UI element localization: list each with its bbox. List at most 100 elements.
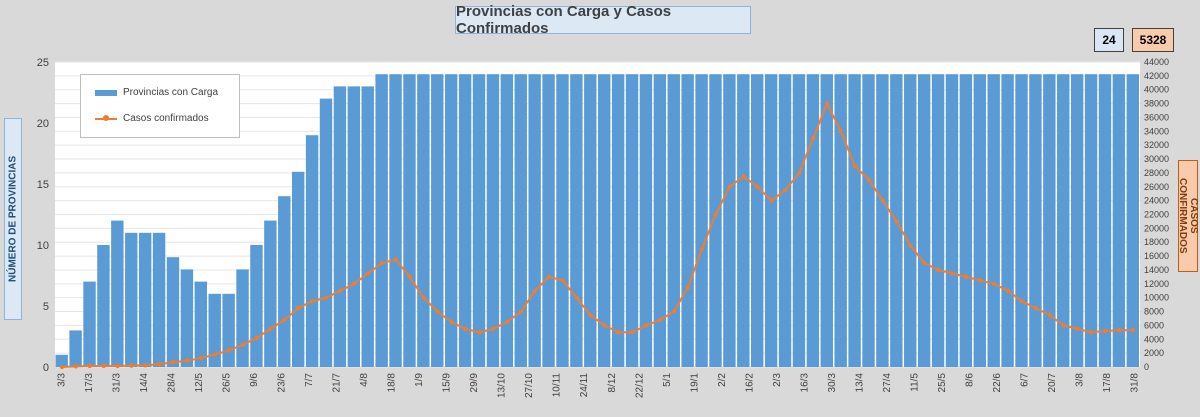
right-axis-ticks: 0 2000 4000 6000 8000 10000 12000 14000 16000 180… bbox=[1144, 57, 1169, 372]
x-tick-label: 18/8 bbox=[387, 373, 398, 393]
x-tick-label: 22/12 bbox=[634, 373, 645, 398]
x-tick-label: 2/3 bbox=[772, 373, 783, 387]
bar bbox=[792, 74, 806, 367]
cases-point bbox=[351, 281, 357, 287]
x-tick-label: 5/1 bbox=[662, 373, 673, 387]
bar bbox=[222, 293, 235, 367]
right-tick-label: 22000 bbox=[1144, 210, 1169, 220]
right-tick-label: 4000 bbox=[1144, 334, 1164, 344]
cases-point bbox=[365, 271, 371, 276]
cases-point bbox=[282, 317, 287, 323]
bar bbox=[862, 74, 875, 367]
bar bbox=[403, 74, 416, 367]
right-tick-label: 24000 bbox=[1144, 196, 1169, 206]
bar bbox=[848, 74, 861, 367]
bar bbox=[987, 74, 1000, 367]
bar bbox=[305, 135, 319, 367]
cases-point bbox=[1130, 327, 1136, 333]
bar bbox=[542, 74, 555, 367]
cases-point bbox=[699, 246, 705, 252]
bar bbox=[778, 74, 792, 367]
bar bbox=[208, 293, 221, 367]
cases-point bbox=[1047, 312, 1052, 318]
bar bbox=[931, 74, 945, 367]
x-tick-label: 30/3 bbox=[827, 373, 838, 393]
cases-line bbox=[61, 101, 1134, 368]
bar bbox=[486, 74, 500, 367]
right-tick-label: 8000 bbox=[1144, 307, 1164, 317]
bar bbox=[570, 74, 583, 367]
chart-legend: Provincias con Carga Casos confirmados bbox=[80, 74, 240, 138]
cases-point bbox=[477, 330, 482, 335]
legend-label-bars: Provincias con Carga bbox=[123, 87, 219, 98]
x-tick-label: 17/3 bbox=[84, 373, 95, 393]
bar bbox=[723, 74, 736, 367]
cases-point bbox=[838, 129, 844, 134]
bar bbox=[111, 220, 124, 367]
legend-item-bars: Provincias con Carga bbox=[95, 87, 218, 98]
cases-point bbox=[588, 312, 593, 318]
bar bbox=[584, 74, 597, 367]
bar bbox=[611, 74, 625, 367]
bar bbox=[166, 257, 180, 367]
x-tick-label: 27/4 bbox=[882, 373, 893, 393]
cases-point bbox=[73, 364, 79, 369]
cases-point bbox=[671, 309, 677, 314]
x-tick-label: 29/9 bbox=[469, 373, 480, 393]
cases-point bbox=[852, 163, 858, 169]
bar bbox=[1098, 74, 1112, 367]
cases-point bbox=[922, 260, 927, 266]
cases-point bbox=[379, 260, 385, 266]
cases-point bbox=[184, 358, 190, 363]
x-tick-label: 8/12 bbox=[607, 373, 618, 393]
x-tick-label: 4/8 bbox=[359, 373, 370, 387]
cases-point bbox=[171, 359, 176, 365]
bar bbox=[500, 74, 514, 367]
x-tick-label: 31/8 bbox=[1130, 373, 1141, 393]
x-tick-label: 24/11 bbox=[579, 373, 590, 398]
x-tick-label: 12/5 bbox=[194, 373, 205, 393]
cases-point bbox=[254, 335, 259, 341]
cases-point bbox=[991, 281, 997, 287]
right-tick-label: 32000 bbox=[1144, 140, 1169, 150]
cases-point bbox=[755, 184, 760, 189]
bar bbox=[1015, 74, 1028, 367]
x-tick-label: 17/8 bbox=[1102, 373, 1113, 393]
cases-point bbox=[866, 177, 871, 183]
bar bbox=[625, 74, 639, 367]
cases-point bbox=[977, 278, 983, 283]
bar bbox=[639, 74, 653, 367]
bar bbox=[319, 98, 333, 367]
bar bbox=[959, 74, 973, 367]
x-tick-label: 14/4 bbox=[139, 373, 150, 393]
left-tick-label: 15 bbox=[37, 179, 49, 191]
x-tick-label: 21/7 bbox=[332, 373, 343, 393]
x-axis-ticks: 3/3 17/3 31/3 14/4 28/4 12/5 26/5 9/6 23/6 7/7 21/… bbox=[57, 373, 1141, 398]
bar bbox=[528, 74, 541, 367]
bar bbox=[1057, 74, 1070, 367]
bar bbox=[333, 86, 347, 368]
left-tick-label: 10 bbox=[37, 240, 49, 252]
cases-point bbox=[393, 257, 399, 262]
bar bbox=[695, 74, 708, 367]
bar bbox=[375, 74, 388, 367]
cases-point bbox=[212, 352, 218, 357]
cases-point bbox=[337, 288, 343, 293]
gridlines bbox=[55, 61, 1140, 368]
legend-swatch-line bbox=[95, 114, 117, 121]
bar bbox=[709, 74, 722, 367]
x-tick-label: 16/2 bbox=[744, 373, 755, 393]
bar bbox=[973, 74, 986, 367]
cases-point bbox=[880, 198, 885, 203]
cases-point bbox=[143, 363, 148, 368]
cases-point bbox=[908, 243, 913, 248]
cases-point bbox=[504, 319, 510, 325]
bar bbox=[556, 74, 569, 367]
bar bbox=[444, 74, 458, 367]
bar bbox=[347, 86, 361, 368]
bar bbox=[389, 74, 402, 367]
cases-point bbox=[574, 295, 579, 300]
cases-point bbox=[616, 330, 621, 335]
x-tick-label: 31/3 bbox=[112, 373, 123, 393]
